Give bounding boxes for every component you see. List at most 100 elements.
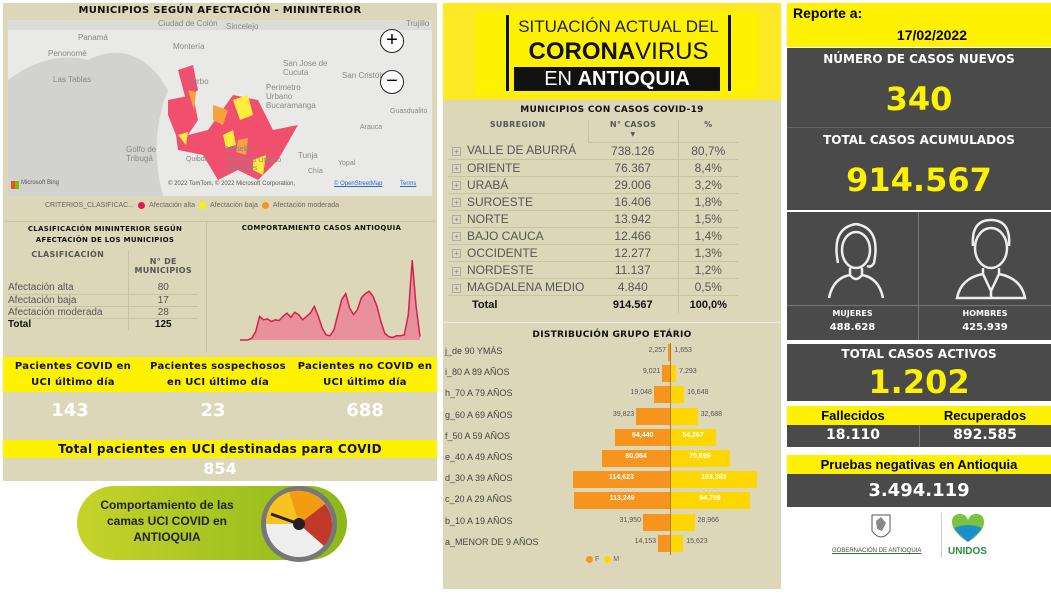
bar-label-female: 14,153 [634,537,657,545]
map-label: Sincelejo [226,22,259,31]
legend-dot-icon [138,202,146,209]
bar-female[interactable] [662,365,670,383]
subregions-title: MUNICIPIOS CON CASOS COVID-19 [520,105,704,115]
category-label: j_de 90 YMÁS [445,346,503,356]
category-label: c_20 A 29 AÑOS [445,494,513,505]
bar-female[interactable] [653,386,670,404]
table-row[interactable]: + BAJO CAUCA 12.466 1,4% [448,227,738,246]
map-label: Trujillo [406,20,430,28]
age-chart-legend: F M [586,556,619,563]
expand-icon[interactable]: + [452,232,461,242]
col-header[interactable]: N° CASOS ▼ [587,120,678,143]
bar-male[interactable] [670,428,716,446]
zoom-in-button[interactable]: + [380,29,404,53]
map[interactable]: Ciudad de Colón Panamá Penonomé Las Tabl… [8,20,432,196]
bar-label-male: 54,267 [682,431,704,439]
bar-label-female: 9,021 [642,368,661,376]
map-label: Perimetro Urbano Bucaramanga [266,83,316,110]
legend-field: CRITERIOS_CLASIFICAC... [45,202,135,209]
expand-icon[interactable]: + [452,283,461,293]
bar-female[interactable] [573,471,670,489]
expand-icon[interactable]: + [452,215,461,225]
bar-female[interactable] [574,492,670,510]
table-row[interactable]: + MAGDALENA MEDIO 4.840 0,5% [448,278,738,297]
bar-female[interactable] [668,344,670,361]
uci-beds-banner[interactable]: Comportamiento de las camas UCI COVID en… [77,486,347,562]
uci-covid-value: 143 [51,400,89,421]
men-label: HOMBRES [962,309,1008,318]
expand-icon[interactable]: + [452,163,461,173]
bar-label-male: 28,966 [697,516,719,524]
axis-line [670,343,671,555]
bar-male[interactable] [670,386,685,404]
legend-item[interactable]: Afectación moderada [272,202,340,209]
table-row[interactable]: + ORIENTE 76.367 8,4% [448,159,738,177]
table-row[interactable]: + URABÁ 29.006 3,2% [448,176,738,194]
subregion-pct: 1,5% [677,210,738,228]
legend-item[interactable]: F [595,556,600,563]
table-row[interactable]: + NORTE 13.942 1,5% [448,210,738,228]
tests-value: 3.494.119 [787,474,1051,507]
bar-female[interactable] [658,534,670,552]
bar-male[interactable] [670,534,684,552]
bar-male[interactable] [670,513,695,531]
table-row[interactable]: + OCCIDENTE 12.277 1,3% [448,244,738,263]
osm-link[interactable]: © OpenStreetMap [334,181,383,187]
trend-area [240,260,420,340]
table-total: Total 914.567 100,0% [448,295,738,313]
bar-male[interactable] [670,365,677,383]
uci-noncovid-value: 688 [346,400,384,421]
trend-chart[interactable] [240,260,430,345]
active-value: 1.202 [868,363,970,401]
trend-line [240,260,421,341]
table-row[interactable]: + SUROESTE 16.406 1,8% [448,193,738,211]
bar-male[interactable] [670,492,751,510]
gov-logo-text: GOBERNACIÓN DE ANTIOQUIA [832,548,922,554]
uci-suspect-value: 23 [200,400,226,421]
subregion-cases: 13.942 [588,210,678,228]
bar-label-male: 7,293 [679,368,697,376]
bar-female[interactable] [615,428,670,446]
bar-male[interactable] [670,471,758,489]
legend-item[interactable]: M [613,556,620,563]
expand-icon[interactable]: + [452,181,461,191]
bar-male[interactable] [670,450,730,467]
classification-table: CLASIFICACIÓN N° DE MUNICIPIOS Afectación… [8,250,198,330]
table-row[interactable]: + VALLE DE ABURRÁ 738.126 80,7% [448,142,738,160]
category-label: e_40 A 49 AÑOS [445,452,513,462]
map-label: Tunja [298,151,318,160]
terms-link[interactable]: Terms [400,181,417,187]
zoom-out-button[interactable]: − [380,70,404,94]
legend-item[interactable]: Afectación baja [210,202,258,209]
legend-dot-icon [261,202,269,209]
col-header: CLASIFICACIÓN [31,250,105,259]
legend-item[interactable]: Afectación alta [149,202,195,209]
bar-female[interactable] [642,513,670,531]
expand-icon[interactable]: + [452,146,461,156]
legend-dot-icon [586,556,593,563]
subregion-pct: 80,7% [677,142,738,160]
man-icon [955,218,1027,300]
map-label: San Jose de Cucuta [283,59,328,77]
expand-icon[interactable]: + [452,198,461,208]
header-line1: SITUACIÓN ACTUAL DEL [518,17,719,36]
map-canvas [8,20,432,196]
subregion-pct: 1,8% [677,193,738,211]
bar-female[interactable] [636,407,670,425]
subregion-pct: 1,2% [677,261,738,280]
active-label: TOTAL CASOS ACTIVOS [841,347,997,361]
expand-icon[interactable]: + [452,249,461,259]
bar-label-male: 94,709 [699,495,721,503]
bar-male[interactable] [670,407,698,425]
subregion-cases: 738.126 [588,142,678,160]
col-header[interactable]: % [677,120,738,143]
bar-female[interactable] [602,450,670,467]
map-label: Guasdualito [390,108,428,115]
table-row: Afectación baja 17 [8,294,198,307]
table-row[interactable]: + NORDESTE 11.137 1,2% [448,261,738,280]
subregion-cases: 4.840 [588,278,678,297]
sort-desc-icon: ▼ [630,131,636,138]
col-header[interactable]: SUBREGION [489,120,546,129]
expand-icon[interactable]: + [452,266,461,276]
uci-covid-label: Pacientes COVID en UCI último día [14,361,132,388]
